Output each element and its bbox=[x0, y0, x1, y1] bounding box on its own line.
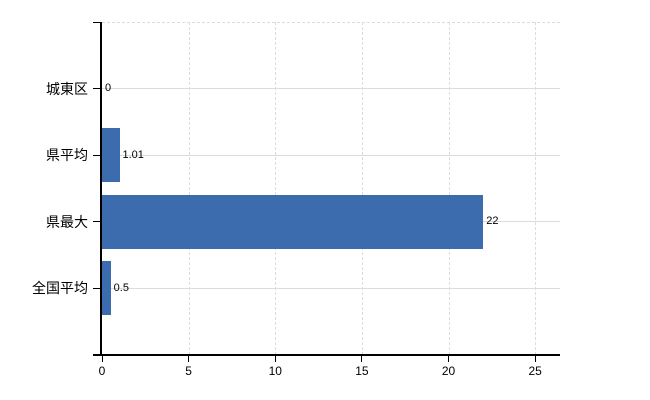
bar-value-label: 0.5 bbox=[113, 281, 129, 294]
y-axis-line bbox=[100, 22, 102, 356]
x-tick-label: 25 bbox=[528, 364, 542, 378]
x-axis-tick bbox=[534, 356, 536, 362]
y-axis-tick bbox=[93, 88, 100, 90]
x-axis-tick bbox=[274, 356, 276, 362]
x-tick-label: 0 bbox=[98, 364, 106, 378]
x-axis-tick bbox=[448, 356, 450, 362]
y-axis-tick bbox=[93, 221, 100, 223]
x-axis-line bbox=[93, 354, 560, 356]
category-label: 城東区 bbox=[46, 80, 88, 97]
x-tick-label: 10 bbox=[268, 364, 282, 378]
bar bbox=[102, 261, 111, 316]
gridline-vertical bbox=[188, 22, 190, 355]
gridline-horizontal bbox=[102, 88, 560, 90]
gridline-vertical bbox=[275, 22, 277, 355]
x-axis-tick bbox=[361, 356, 363, 362]
gridline-horizontal bbox=[102, 287, 560, 289]
gridline-vertical bbox=[361, 22, 363, 355]
y-axis-tick bbox=[93, 21, 100, 23]
y-axis-tick bbox=[93, 287, 100, 289]
gridline-vertical bbox=[535, 22, 537, 355]
plot-top-border bbox=[102, 22, 560, 23]
y-axis-tick bbox=[93, 154, 100, 156]
bar bbox=[102, 194, 483, 249]
x-tick-label: 5 bbox=[185, 364, 192, 378]
bar-value-label: 0 bbox=[105, 82, 112, 95]
category-label: 全国平均 bbox=[32, 280, 88, 297]
x-axis-tick bbox=[101, 356, 103, 362]
x-tick-label: 15 bbox=[355, 364, 369, 378]
bar-value-label: 1.01 bbox=[122, 148, 144, 161]
x-tick-label: 20 bbox=[441, 364, 456, 378]
category-label: 県平均 bbox=[46, 147, 88, 164]
x-axis-tick bbox=[188, 356, 190, 362]
bar bbox=[102, 128, 120, 183]
bar-value-label: 22 bbox=[486, 215, 499, 228]
category-label: 県最大 bbox=[46, 213, 88, 230]
gridline-horizontal bbox=[102, 154, 560, 156]
gridline-vertical bbox=[448, 22, 450, 355]
